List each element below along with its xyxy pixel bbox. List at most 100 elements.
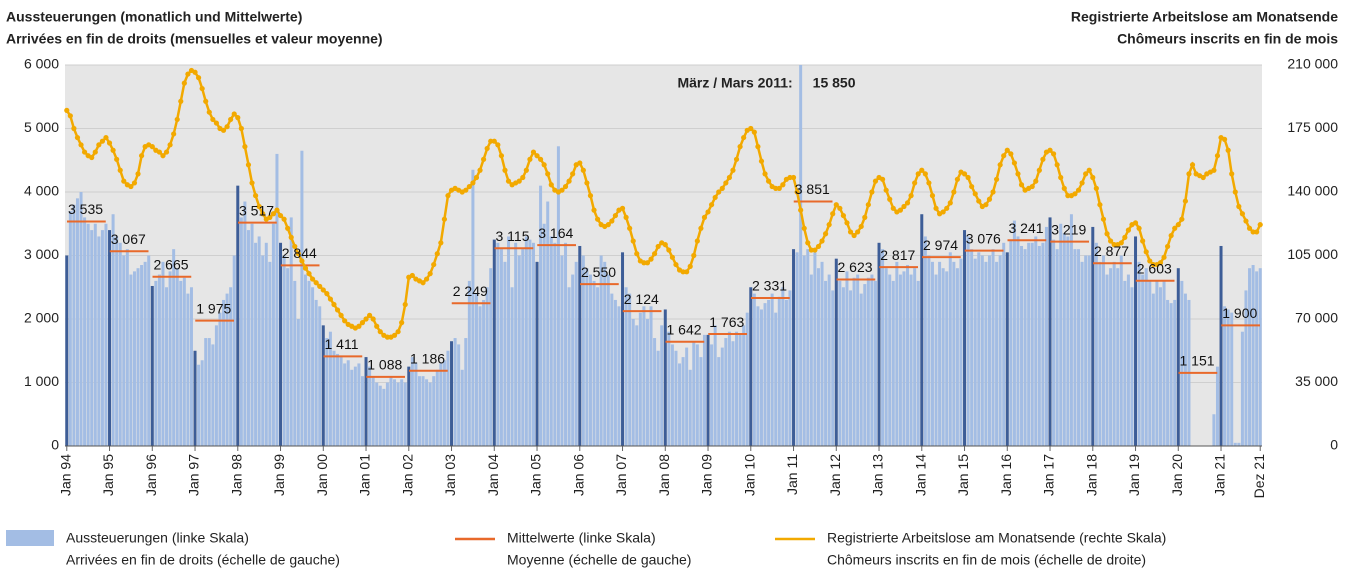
bar (1005, 252, 1009, 446)
legend-label: Mittelwerte (linke Skala) (507, 530, 656, 546)
line-marker (566, 178, 572, 184)
line-marker (951, 189, 957, 195)
bar (1169, 303, 1173, 446)
bar (1230, 312, 1234, 446)
legend-label: Arrivées en fin de droits (échelle de ga… (66, 552, 340, 568)
line-marker (71, 125, 77, 132)
bar (902, 271, 906, 446)
line-marker (1075, 187, 1082, 193)
line-marker (630, 238, 636, 244)
line-marker (1033, 178, 1039, 184)
line-marker (1029, 183, 1035, 190)
bar (474, 293, 478, 446)
bar (400, 379, 404, 446)
line-marker (687, 263, 693, 269)
bar (336, 353, 340, 446)
bar (268, 261, 272, 446)
line-marker (716, 189, 722, 195)
line-marker (708, 202, 715, 208)
bar (585, 268, 589, 446)
mean-label: 1 900 (1222, 305, 1257, 321)
line-marker (409, 272, 415, 279)
bar (375, 382, 379, 446)
bar (624, 287, 628, 446)
bar (410, 357, 414, 446)
line-marker (92, 149, 98, 155)
bar (631, 319, 635, 446)
line-marker (780, 182, 786, 188)
bar (895, 261, 899, 446)
line-marker (331, 301, 337, 308)
bar (371, 376, 375, 446)
line-marker (808, 247, 814, 253)
line-marker (530, 149, 537, 155)
line-marker (135, 171, 141, 177)
line-marker (320, 287, 326, 293)
bar (681, 357, 685, 446)
line-marker (1065, 193, 1071, 199)
bar (571, 274, 575, 446)
bar (777, 296, 781, 446)
y2-tick-label: 0 (1330, 437, 1338, 453)
bar (271, 223, 275, 446)
bar (140, 265, 144, 446)
line-marker (612, 212, 619, 219)
bar (1080, 261, 1084, 446)
x-tick-label: Jan 10 (741, 454, 757, 496)
line-marker (128, 183, 134, 190)
mean-label: 2 877 (1094, 243, 1129, 259)
y2-tick-label: 70 000 (1295, 310, 1338, 326)
line-marker (470, 180, 476, 186)
bar (122, 255, 126, 446)
bar (1176, 268, 1180, 446)
line-marker (719, 185, 725, 191)
line-marker (292, 243, 298, 250)
bar (759, 309, 763, 446)
line-marker (495, 142, 501, 148)
line-marker (377, 329, 383, 335)
title-left: Arrivées en fin de droits (mensuelles et… (6, 31, 383, 47)
mean-label: 3 517 (239, 202, 274, 218)
bar (239, 217, 243, 446)
bar (806, 249, 810, 446)
bar (1233, 442, 1237, 446)
bar (617, 306, 621, 446)
x-tick-label: Jan 18 (1083, 454, 1099, 496)
line-marker (662, 242, 668, 248)
line-marker (391, 332, 398, 338)
line-marker (1140, 238, 1146, 244)
line-marker (1168, 232, 1174, 239)
line-marker (527, 156, 533, 162)
bar (1212, 414, 1216, 446)
x-tick-label: Jan 12 (827, 454, 843, 496)
legend-label: Chômeurs inscrits en fin de mois (échell… (827, 552, 1146, 568)
bar (1091, 226, 1095, 446)
bar (959, 258, 963, 446)
bar (1105, 274, 1109, 446)
line-marker (822, 231, 829, 237)
bar (663, 309, 667, 446)
line-marker (1257, 222, 1263, 228)
bar (328, 331, 332, 446)
bar (314, 299, 318, 446)
bar (603, 261, 607, 446)
bar (1251, 265, 1255, 446)
bar (991, 249, 995, 446)
line-marker (787, 174, 793, 181)
line-marker (523, 167, 529, 173)
bar (300, 150, 304, 446)
x-tick-label: Jan 07 (613, 454, 629, 496)
bar (503, 261, 507, 446)
bar (678, 363, 682, 446)
line-marker (399, 320, 405, 326)
line-marker (986, 196, 993, 202)
line-marker (67, 113, 73, 119)
y2-tick-label: 35 000 (1295, 373, 1338, 389)
bar (321, 325, 325, 446)
bar (621, 252, 625, 446)
mean-label: 1 411 (325, 336, 359, 352)
line-marker (726, 174, 733, 181)
bar (927, 255, 931, 446)
y-tick-label: 6 000 (24, 56, 59, 72)
line-marker (181, 80, 187, 86)
